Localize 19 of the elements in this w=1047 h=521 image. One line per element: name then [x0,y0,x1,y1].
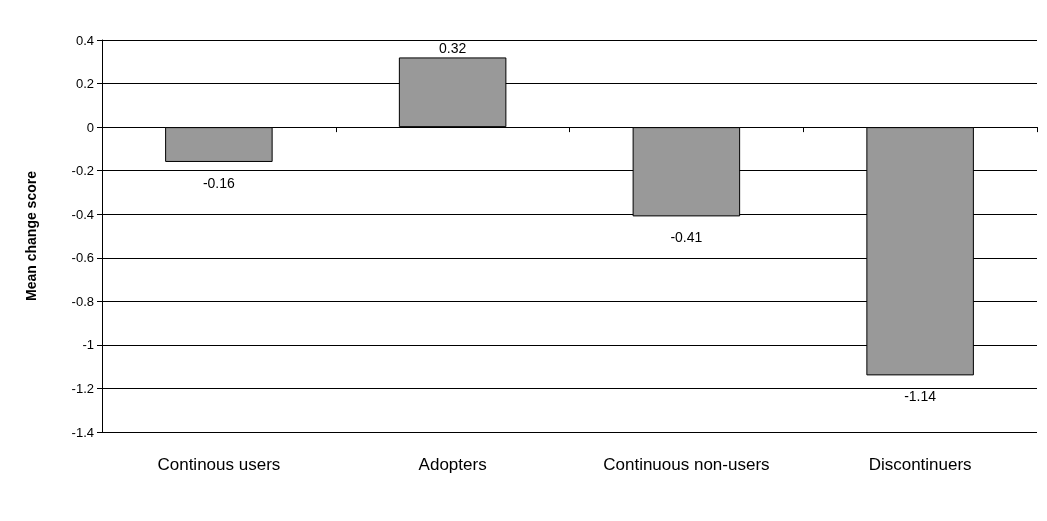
y-tick-label: -0.4 [71,206,94,222]
x-tick-label: Continuous non-users [603,454,770,474]
y-tick-label: 0.4 [75,32,94,48]
y-tick-label: 0.2 [75,76,94,92]
data-label: -0.16 [202,174,236,191]
x-tick-label: Discontinuers [868,454,972,474]
x-tick-label: Adopters [418,454,487,474]
x-tick-label: Continous users [157,454,281,474]
y-tick-label: -1 [82,337,94,353]
data-label: 0.32 [439,40,467,57]
y-tick-label: -0.8 [71,293,94,309]
y-tick-label: -0.6 [71,250,94,266]
y-axis-title: Mean change score [23,170,39,301]
y-tick-label: -1.2 [71,380,94,396]
y-tick-label: -0.2 [71,163,94,179]
data-label: -1.14 [904,388,937,405]
data-label: -0.41 [670,229,703,246]
y-tick-label: -1.4 [71,424,94,440]
y-tick-label: 0 [86,119,94,135]
